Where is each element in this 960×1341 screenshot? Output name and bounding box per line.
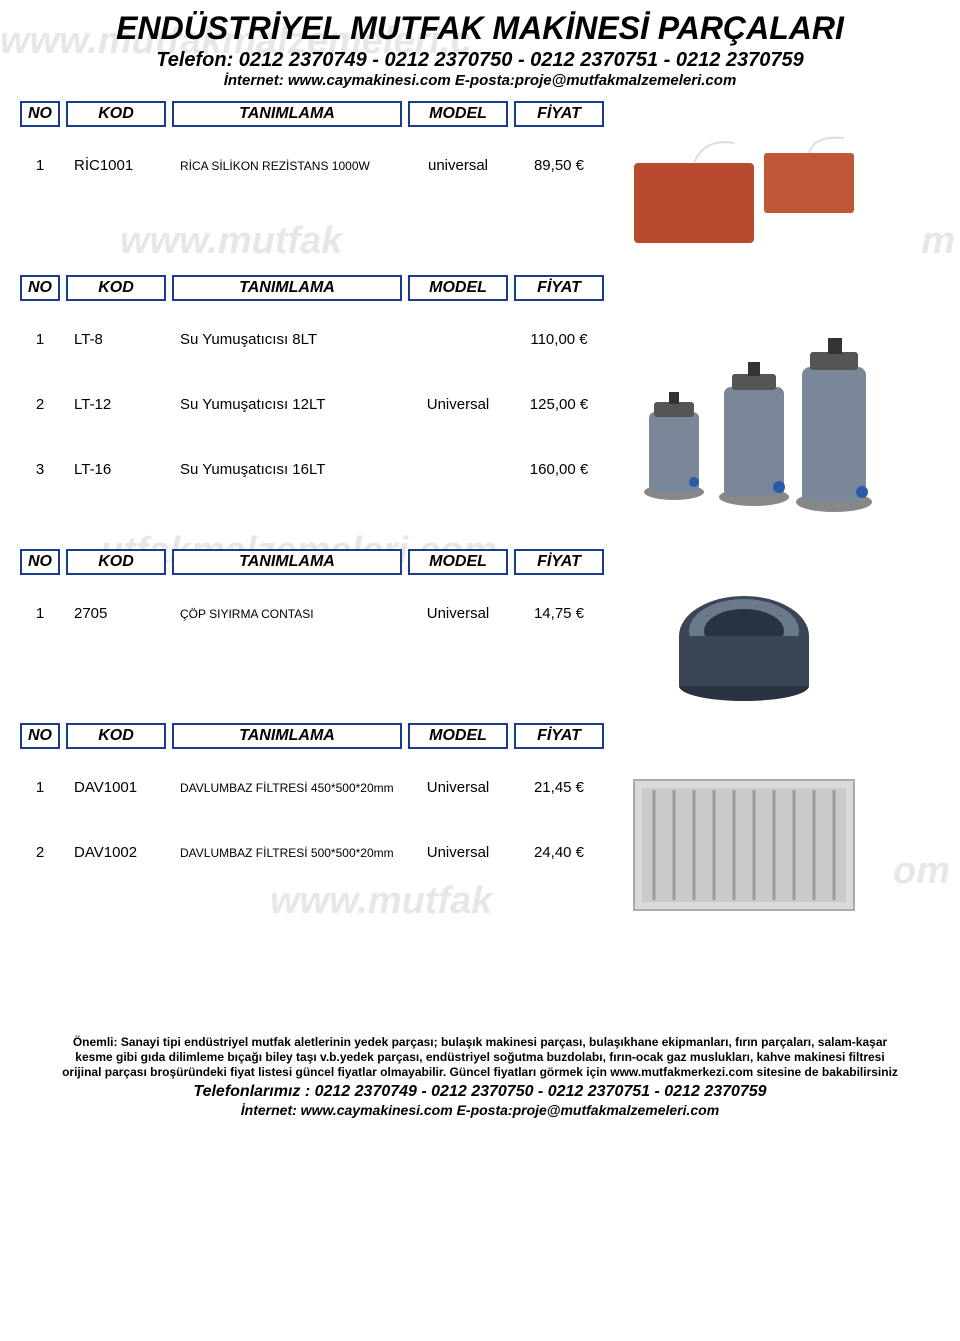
cell-no: 1 bbox=[20, 779, 60, 796]
cell-tanimlama: DAVLUMBAZ FİLTRESİ 450*500*20mm bbox=[172, 781, 402, 795]
cell-kod: LT-16 bbox=[66, 461, 166, 478]
col-header-tanimlama: TANIMLAMA bbox=[172, 549, 402, 575]
col-header-kod: KOD bbox=[66, 101, 166, 127]
cell-fiyat: 24,40 € bbox=[514, 844, 604, 861]
cell-kod: DAV1001 bbox=[66, 779, 166, 796]
table-row: 3 LT-16 Su Yumuşatıcısı 16LT 160,00 € bbox=[20, 437, 604, 502]
table-header-row: NO KOD TANIMLAMA MODEL FİYAT bbox=[20, 275, 940, 301]
footer-note-1: Önemli: Sanayi tipi endüstriyel mutfak a… bbox=[20, 1035, 940, 1049]
cell-fiyat: 89,50 € bbox=[514, 157, 604, 174]
col-header-no: NO bbox=[20, 549, 60, 575]
cell-no: 1 bbox=[20, 157, 60, 174]
table-header-row: NO KOD TANIMLAMA MODEL FİYAT bbox=[20, 101, 940, 127]
cell-kod: LT-12 bbox=[66, 396, 166, 413]
product-image-gasket bbox=[604, 581, 884, 711]
footer-note-2: kesme gibi gıda dilimleme bıçağı biley t… bbox=[20, 1050, 940, 1064]
col-header-kod: KOD bbox=[66, 275, 166, 301]
table-header-row: NO KOD TANIMLAMA MODEL FİYAT bbox=[20, 549, 940, 575]
table-row: 1 LT-8 Su Yumuşatıcısı 8LT 110,00 € bbox=[20, 307, 604, 372]
cell-fiyat: 21,45 € bbox=[514, 779, 604, 796]
table-row: 2 LT-12 Su Yumuşatıcısı 12LT Universal 1… bbox=[20, 372, 604, 437]
page-title: ENDÜSTRİYEL MUTFAK MAKİNESİ PARÇALARI bbox=[20, 10, 940, 47]
col-header-no: NO bbox=[20, 723, 60, 749]
cell-model: Universal bbox=[408, 779, 508, 796]
col-header-tanimlama: TANIMLAMA bbox=[172, 723, 402, 749]
table-row: 1 2705 ÇÖP SIYIRMA CONTASI Universal 14,… bbox=[20, 581, 604, 646]
table-row: 2 DAV1002 DAVLUMBAZ FİLTRESİ 500*500*20m… bbox=[20, 820, 604, 885]
cell-fiyat: 125,00 € bbox=[514, 396, 604, 413]
col-header-tanimlama: TANIMLAMA bbox=[172, 275, 402, 301]
cell-tanimlama: Su Yumuşatıcısı 16LT bbox=[172, 461, 402, 478]
col-header-no: NO bbox=[20, 101, 60, 127]
cell-tanimlama: Su Yumuşatıcısı 12LT bbox=[172, 396, 402, 413]
header-phone: Telefon: 0212 2370749 - 0212 2370750 - 0… bbox=[20, 49, 940, 72]
cell-fiyat: 14,75 € bbox=[514, 605, 604, 622]
col-header-model: MODEL bbox=[408, 549, 508, 575]
cell-kod: RİC1001 bbox=[66, 157, 166, 174]
cell-model: universal bbox=[408, 157, 508, 174]
cell-no: 2 bbox=[20, 396, 60, 413]
cell-tanimlama: ÇÖP SIYIRMA CONTASI bbox=[172, 607, 402, 621]
col-header-tanimlama: TANIMLAMA bbox=[172, 101, 402, 127]
footer-web: İnternet: www.caymakinesi.com E-posta:pr… bbox=[20, 1102, 940, 1118]
header-web: İnternet: www.caymakinesi.com E-posta:pr… bbox=[20, 72, 940, 89]
table-header-row: NO KOD TANIMLAMA MODEL FİYAT bbox=[20, 723, 940, 749]
cell-model: Universal bbox=[408, 605, 508, 622]
col-header-model: MODEL bbox=[408, 101, 508, 127]
cell-fiyat: 160,00 € bbox=[514, 461, 604, 478]
footer-note-3: orijinal parçası broşüründeki fiyat list… bbox=[20, 1065, 940, 1079]
cell-fiyat: 110,00 € bbox=[514, 331, 604, 348]
footer: Önemli: Sanayi tipi endüstriyel mutfak a… bbox=[20, 1035, 940, 1118]
footer-phones: Telefonlarımız : 0212 2370749 - 0212 237… bbox=[20, 1083, 940, 1101]
table-row: 1 RİC1001 RİCA SİLİKON REZİSTANS 1000W u… bbox=[20, 133, 604, 198]
col-header-fiyat: FİYAT bbox=[514, 101, 604, 127]
cell-tanimlama: RİCA SİLİKON REZİSTANS 1000W bbox=[172, 159, 402, 173]
col-header-fiyat: FİYAT bbox=[514, 723, 604, 749]
col-header-kod: KOD bbox=[66, 549, 166, 575]
col-header-model: MODEL bbox=[408, 275, 508, 301]
cell-no: 1 bbox=[20, 331, 60, 348]
cell-kod: 2705 bbox=[66, 605, 166, 622]
col-header-kod: KOD bbox=[66, 723, 166, 749]
cell-no: 1 bbox=[20, 605, 60, 622]
col-header-no: NO bbox=[20, 275, 60, 301]
cell-no: 2 bbox=[20, 844, 60, 861]
cell-tanimlama: DAVLUMBAZ FİLTRESİ 500*500*20mm bbox=[172, 846, 402, 860]
cell-tanimlama: Su Yumuşatıcısı 8LT bbox=[172, 331, 402, 348]
col-header-fiyat: FİYAT bbox=[514, 275, 604, 301]
col-header-fiyat: FİYAT bbox=[514, 549, 604, 575]
cell-no: 3 bbox=[20, 461, 60, 478]
cell-kod: LT-8 bbox=[66, 331, 166, 348]
cell-kod: DAV1002 bbox=[66, 844, 166, 861]
cell-model: Universal bbox=[408, 844, 508, 861]
cell-model: Universal bbox=[408, 396, 508, 413]
product-image-softener bbox=[604, 307, 884, 537]
product-image-filter bbox=[604, 755, 884, 935]
col-header-model: MODEL bbox=[408, 723, 508, 749]
table-row: 1 DAV1001 DAVLUMBAZ FİLTRESİ 450*500*20m… bbox=[20, 755, 604, 820]
product-image-heater bbox=[604, 133, 884, 263]
